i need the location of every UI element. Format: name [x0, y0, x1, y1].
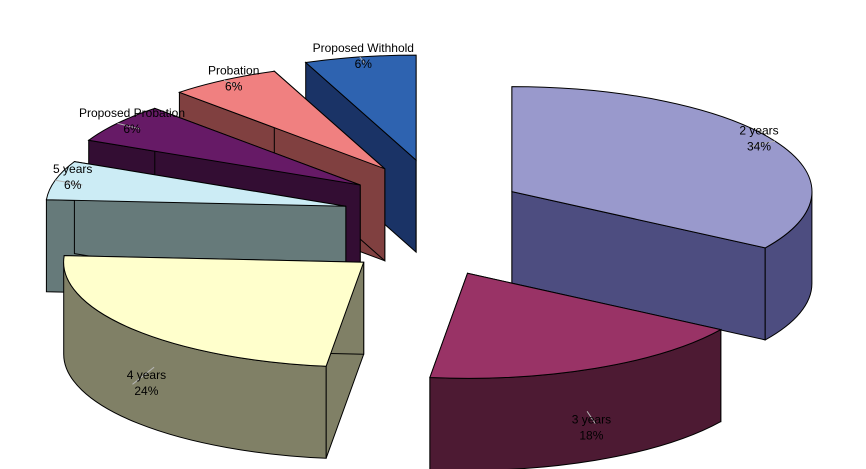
leader-line-4-years [132, 366, 155, 385]
leader-line-2-years [750, 140, 775, 147]
leader-line-probation [223, 79, 240, 88]
slice-label-2-years: 2 years [739, 124, 778, 138]
pie-slice-proposed-probation-top [87, 107, 361, 186]
leader-line-proposed-withhold [359, 56, 366, 65]
pie-slice-probation-top [177, 70, 386, 170]
slice-value-3-years: 18% [579, 428, 603, 442]
leader-line-5-years [55, 179, 83, 186]
slice-label-proposed-withhold: Proposed Withhold [313, 41, 414, 55]
pie-slice-3-years [429, 272, 723, 469]
leader-line-3-years [586, 411, 596, 424]
pie-slice-5-years-top [45, 161, 346, 207]
slice-label-3-years: 3 years [572, 412, 611, 426]
slice-value-proposed-withhold: 6% [355, 57, 373, 71]
slice-value-5-years: 6% [64, 178, 82, 192]
pie-slice-3-years-top [429, 272, 723, 379]
pie-slice-4-years-top [63, 255, 365, 367]
pie-slice-proposed-withhold-top [304, 54, 417, 162]
leader-line-proposed-probation [117, 122, 141, 130]
slice-value-probation: 6% [225, 80, 243, 94]
slice-value-4-years: 24% [134, 384, 158, 398]
slice-label-probation: Probation [208, 64, 259, 78]
slice-label-proposed-probation: Proposed Probation [79, 106, 185, 120]
pie-slice-2-years-top [511, 86, 813, 249]
slice-value-proposed-probation: 6% [123, 122, 141, 136]
slice-label-5-years: 5 years [53, 162, 92, 176]
slice-label-4-years: 4 years [127, 368, 166, 382]
slice-value-2-years: 34% [747, 140, 771, 154]
pie-slice-4-years [63, 255, 365, 459]
pie-slice-2-years [511, 86, 813, 341]
